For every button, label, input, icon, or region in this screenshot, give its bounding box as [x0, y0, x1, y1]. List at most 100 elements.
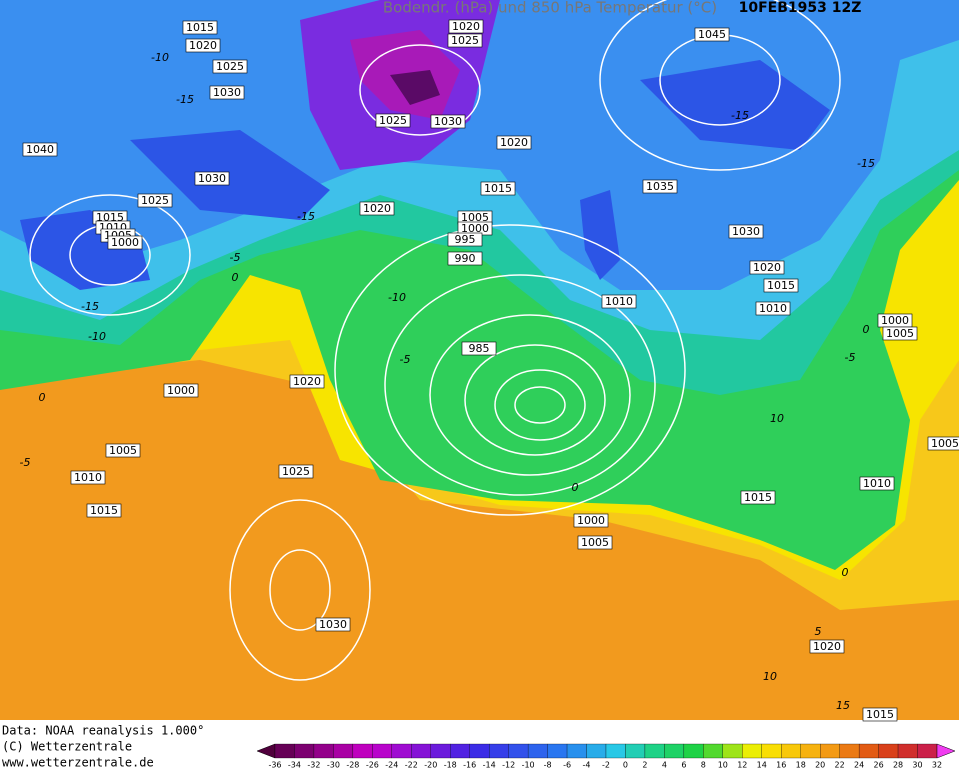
temperature-label: 15	[836, 699, 850, 712]
colorbar-cell	[878, 743, 899, 759]
colorbar-tick-label: 6	[681, 761, 686, 770]
isobar-label: 1025	[141, 194, 169, 207]
colorbar-cell	[858, 743, 879, 759]
colorbar-tick-label: -24	[385, 761, 398, 770]
isobar-label-box	[448, 19, 484, 34]
isobars	[29, 0, 841, 681]
colorbar-cell	[800, 743, 821, 759]
isobar-label: 1000	[577, 514, 605, 527]
colorbar-tick-label: -20	[424, 761, 437, 770]
isobar-label-box	[289, 374, 325, 389]
colorbar-cell	[333, 743, 354, 759]
colorbar-cell	[430, 743, 451, 759]
isobar-label-box	[728, 224, 764, 239]
isobar-label-box	[740, 490, 776, 505]
temperature-label: 0	[39, 391, 46, 404]
isobar-label: 1010	[605, 295, 633, 308]
colorbar-cell	[703, 743, 723, 759]
colorbar-tick-label: 12	[737, 761, 747, 770]
colorbar-tick-label: 4	[662, 761, 667, 770]
temperature-label: 0	[842, 566, 849, 579]
colorbar-cell	[820, 743, 840, 759]
isobar-label: 1025	[451, 34, 479, 47]
colorbar-cell	[527, 743, 548, 759]
isobar-label-box	[763, 278, 799, 293]
temperature-label: -10	[88, 330, 106, 343]
colorbar-cell	[313, 743, 334, 759]
temperature-label: -5	[845, 351, 856, 364]
isobar-label: 1040	[26, 143, 54, 156]
colorbar-cell	[839, 743, 860, 759]
isobar-label-box	[447, 33, 483, 48]
colorbar-cell	[294, 743, 315, 759]
temperature-label: -15	[297, 210, 315, 223]
isobar-label: 1000	[111, 236, 139, 249]
colorbar-cell	[625, 743, 646, 759]
colorbar-tick-label: -34	[288, 761, 301, 770]
isobar-label: 1020	[452, 20, 480, 33]
colorbar-tick-label: -18	[444, 761, 457, 770]
isobar-label-box	[107, 235, 143, 250]
isobar-label: 1000	[167, 384, 195, 397]
colorbar-tick-label: -30	[327, 761, 340, 770]
temperature-label: -5	[20, 456, 31, 469]
footer-text: www.wetterzentrale.de	[2, 756, 154, 770]
isobar-label: 1025	[379, 114, 407, 127]
colorbar-cell	[469, 743, 490, 759]
isobar-label-box	[601, 294, 637, 309]
isobar-label-box	[278, 464, 314, 479]
colorbar-cell	[450, 743, 470, 759]
colorbar-tick-label: 32	[932, 761, 942, 770]
temperature-label: 5	[815, 625, 822, 638]
isobar-label-box	[315, 617, 351, 632]
colorbar-cell	[683, 743, 704, 759]
colorbar-cell	[489, 743, 509, 759]
isobar-label: 1010	[863, 477, 891, 490]
colorbar-tick-label: 26	[873, 761, 883, 770]
colorbar-tick-label: 0	[623, 761, 628, 770]
colorbar-cell	[508, 743, 529, 759]
temperature-label: -5	[400, 353, 411, 366]
colorbar-tick-label: -16	[463, 761, 476, 770]
temperature-label: 10	[770, 412, 784, 425]
temperature-label: 10	[763, 670, 777, 683]
map-date: 10FEB1953 12Z	[739, 0, 862, 16]
colorbar-tick-label: -6	[563, 761, 571, 770]
isobar-label-box	[359, 201, 395, 216]
colorbar-cell	[761, 743, 782, 759]
colorbar-cell	[605, 743, 626, 759]
isobar-label-box	[86, 503, 122, 518]
isobar-label-box	[749, 260, 785, 275]
colorbar-cell	[742, 743, 762, 759]
colorbar-tick-label: 20	[815, 761, 825, 770]
colorbar-arrow	[256, 743, 276, 759]
isobar-label-box	[375, 113, 411, 128]
colorbar-cell	[644, 743, 665, 759]
isobar-label: 1015	[186, 21, 214, 34]
isobar-label: 1035	[646, 180, 674, 193]
isobar-label: 1015	[484, 182, 512, 195]
colorbar-cell	[547, 743, 568, 759]
footer-text: (C) Wetterzentrale	[2, 740, 132, 754]
isobar-label-box	[105, 443, 141, 458]
isobar-label-box	[577, 535, 613, 550]
temperature-label: 0	[232, 271, 239, 284]
isobar-label-box	[927, 436, 959, 451]
isobar-label: 1030	[732, 225, 760, 238]
isobar-label: 1015	[767, 279, 795, 292]
colorbar-tick-label: -4	[583, 761, 591, 770]
colorbar-tick-label: -12	[502, 761, 515, 770]
colorbar-tick-label: -8	[544, 761, 552, 770]
colorbar-tick-label: -2	[602, 761, 610, 770]
colorbar-cell	[372, 743, 392, 759]
colorbar-cell	[781, 743, 801, 759]
isobar-label: 1020	[189, 39, 217, 52]
isobar-label-box	[447, 232, 483, 247]
isobar-label-box	[573, 513, 609, 528]
isobar-label-box	[694, 27, 730, 42]
isobar-label: 1005	[931, 437, 959, 450]
colorbar-cell	[566, 743, 587, 759]
isobar-label-box	[185, 38, 221, 53]
isobar-label: 1030	[434, 115, 462, 128]
